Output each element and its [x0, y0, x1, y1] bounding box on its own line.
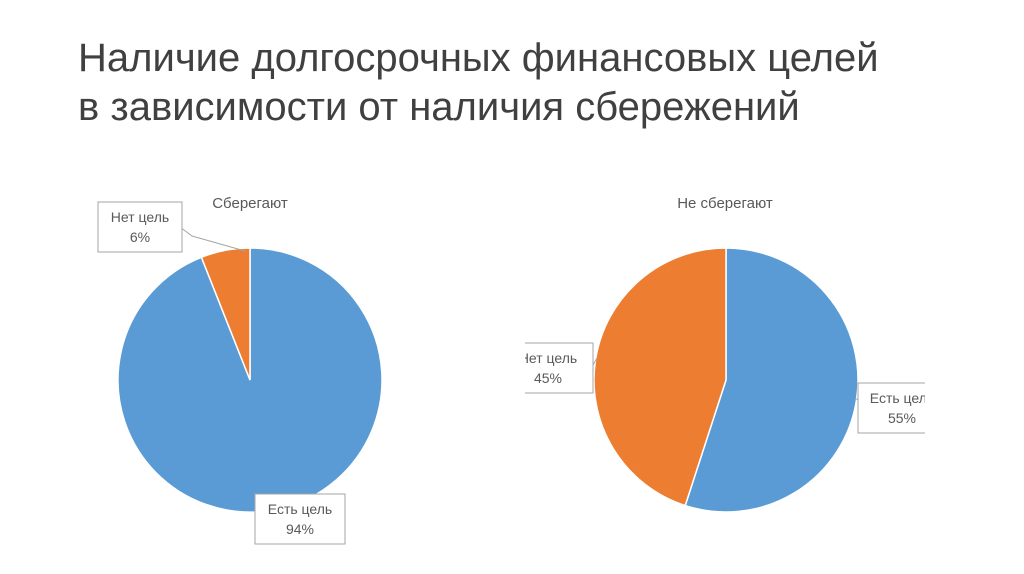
data-label-value: 55%: [888, 410, 916, 426]
data-label-value: 6%: [130, 229, 150, 245]
leader-line: [179, 226, 246, 252]
data-label-value: 94%: [286, 521, 314, 537]
pie-chart-savers: Сберегают Есть цель 94% Нет цель 6%: [50, 180, 450, 560]
data-label-category: Есть цель: [268, 501, 332, 517]
data-label-category: Нет цель: [111, 209, 169, 225]
chart-title: Не сберегают: [677, 195, 773, 212]
chart-title: Сберегают: [212, 195, 288, 212]
slide-title-line-1: Наличие долгосрочных финансовых целей: [78, 36, 879, 80]
slide-title-line-2: в зависимости от наличия сбережений: [78, 85, 800, 129]
data-label-box: [97, 201, 183, 253]
pie-chart-non-savers: Не сберегают Есть цель 55% Нет цель 45%: [525, 180, 925, 560]
leader-line: [592, 357, 598, 366]
pie-slice: [200, 247, 251, 381]
data-label-category: Нет цель: [525, 350, 577, 366]
data-label-box: [525, 342, 594, 394]
data-label-value: 45%: [534, 370, 562, 386]
data-label-box: [857, 382, 925, 434]
slide-title: Наличие долгосрочных финансовых целей в …: [78, 34, 879, 132]
pie-slice: [684, 247, 859, 513]
data-label-box: [254, 493, 346, 545]
data-label-category: Есть цель: [870, 390, 925, 406]
